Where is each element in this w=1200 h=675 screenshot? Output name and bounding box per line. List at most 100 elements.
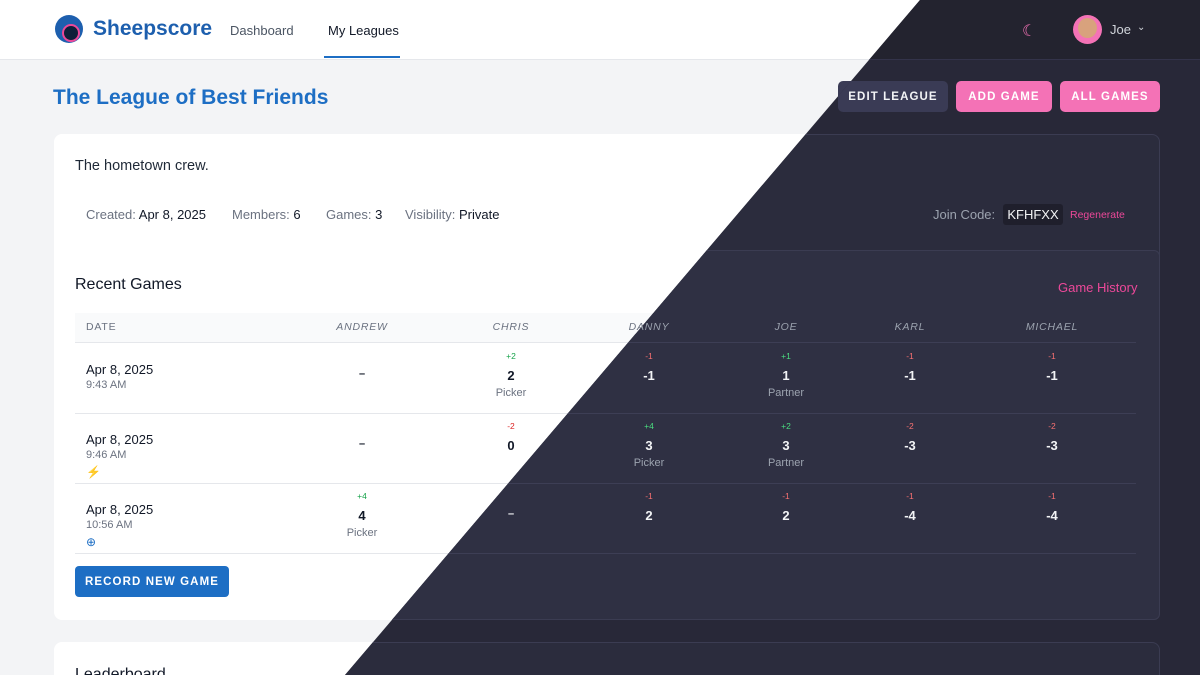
score-value: 3 bbox=[782, 438, 790, 453]
score-cell: +4 3 Picker bbox=[609, 421, 689, 469]
leaderboard-card bbox=[345, 642, 1160, 675]
meta-members: Members: 6 bbox=[232, 207, 301, 222]
score-value: -4 bbox=[1046, 508, 1058, 523]
score-delta: -1 bbox=[906, 491, 914, 501]
game-time: 10:56 AM bbox=[86, 519, 133, 531]
user-name[interactable]: Joe bbox=[1110, 22, 1131, 37]
player-role: Picker bbox=[346, 527, 378, 539]
score-value: – bbox=[358, 438, 366, 450]
score-value: 4 bbox=[358, 508, 366, 523]
score-value: 3 bbox=[645, 438, 653, 453]
score-cell: +2 2 Picker bbox=[471, 351, 551, 399]
game-history-link[interactable]: Game History bbox=[1058, 280, 1138, 295]
game-date: Apr 8, 2025 bbox=[86, 432, 154, 447]
score-delta: -1 bbox=[1048, 491, 1056, 501]
moon-icon[interactable]: ☾ bbox=[1022, 23, 1037, 40]
join-code-label: Join Code: bbox=[933, 207, 996, 222]
column-header-player: Michael bbox=[1025, 321, 1079, 333]
score-delta: +2 bbox=[781, 421, 791, 431]
table-header bbox=[345, 313, 1136, 343]
brand-name[interactable]: Sheepscore bbox=[93, 17, 213, 40]
score-value: -1 bbox=[904, 368, 916, 383]
game-date-cell: Apr 8, 2025 9:46 AM ⚡ bbox=[86, 432, 153, 479]
download-circle-icon: ⊕ bbox=[86, 535, 97, 549]
score-value: – bbox=[358, 368, 366, 380]
page-title: The League of Best Friends bbox=[53, 86, 329, 109]
game-date-cell: Apr 8, 2025 10:56 AM ⊕ bbox=[86, 502, 153, 549]
meta-visibility: Visibility: Private bbox=[405, 207, 500, 222]
leaderboard-title: Leaderboard bbox=[75, 666, 166, 675]
score-delta: -2 bbox=[507, 421, 515, 431]
game-time: 9:43 AM bbox=[86, 379, 127, 391]
score-delta: -1 bbox=[782, 491, 790, 501]
score-cell: – bbox=[471, 491, 551, 524]
score-value: -1 bbox=[643, 368, 655, 383]
game-time: 9:46 AM bbox=[86, 449, 127, 461]
recent-games-title: Recent Games bbox=[75, 276, 182, 293]
game-date-cell: Apr 8, 2025 9:43 AM bbox=[86, 362, 153, 391]
score-cell: -2 -3 bbox=[1012, 421, 1092, 457]
column-header-player: Karl bbox=[894, 321, 926, 333]
sheep-logo-icon[interactable] bbox=[55, 15, 83, 43]
score-delta bbox=[322, 351, 402, 364]
score-value: -4 bbox=[904, 508, 916, 523]
all-games-button[interactable]: All Games bbox=[1060, 81, 1160, 112]
game-date: Apr 8, 2025 bbox=[86, 502, 154, 517]
score-cell: +1 1 Partner bbox=[746, 351, 826, 399]
chevron-down-icon[interactable]: ⌄ bbox=[1137, 22, 1146, 33]
score-cell: +4 4 Picker bbox=[322, 491, 402, 539]
meta-games: Games: 3 bbox=[326, 207, 383, 222]
score-cell: -1 -1 bbox=[1012, 351, 1092, 387]
score-value: – bbox=[507, 508, 515, 520]
score-delta bbox=[322, 421, 402, 434]
score-cell: -1 -1 bbox=[609, 351, 689, 387]
table-row[interactable] bbox=[345, 413, 1136, 484]
score-cell: -2 -3 bbox=[870, 421, 950, 457]
score-value: -3 bbox=[1046, 438, 1058, 453]
edit-league-button[interactable]: Edit League bbox=[838, 81, 948, 112]
score-delta: -1 bbox=[645, 491, 653, 501]
lightning-icon: ⚡ bbox=[86, 465, 101, 479]
avatar[interactable] bbox=[1073, 15, 1102, 44]
active-nav-indicator bbox=[324, 56, 400, 58]
player-role: Picker bbox=[633, 457, 665, 469]
score-value: 1 bbox=[782, 368, 790, 383]
score-value: -1 bbox=[1046, 368, 1058, 383]
add-game-button[interactable]: Add Game bbox=[956, 81, 1052, 112]
regenerate-link[interactable]: Regenerate bbox=[1070, 209, 1125, 221]
score-delta: -2 bbox=[906, 421, 914, 431]
score-cell: – bbox=[322, 421, 402, 454]
score-delta: +1 bbox=[781, 351, 791, 361]
column-header-player: Andrew bbox=[336, 321, 388, 333]
join-code: KFHFXX bbox=[1003, 204, 1063, 225]
player-role: Partner bbox=[767, 387, 805, 399]
nav-my-leagues[interactable]: My Leagues bbox=[328, 23, 399, 38]
column-header-date: Date bbox=[86, 321, 117, 333]
score-value: 2 bbox=[645, 508, 653, 523]
score-cell: -1 2 bbox=[609, 491, 689, 527]
column-header-player: Chris bbox=[492, 321, 530, 333]
record-new-game-button[interactable]: Record New Game bbox=[75, 566, 229, 597]
score-delta: -1 bbox=[645, 351, 653, 361]
score-value: 0 bbox=[507, 438, 515, 453]
player-role: Partner bbox=[767, 457, 805, 469]
table-row[interactable] bbox=[345, 343, 1136, 414]
score-delta: -1 bbox=[1048, 351, 1056, 361]
column-header-player: Joe bbox=[774, 321, 798, 333]
score-delta: +4 bbox=[357, 491, 367, 501]
score-cell: – bbox=[322, 351, 402, 384]
score-value: -3 bbox=[904, 438, 916, 453]
score-cell: -1 -4 bbox=[1012, 491, 1092, 527]
score-cell: -2 0 bbox=[471, 421, 551, 457]
player-role: Picker bbox=[495, 387, 527, 399]
nav-dashboard[interactable]: Dashboard bbox=[230, 23, 294, 38]
score-cell: -1 -4 bbox=[870, 491, 950, 527]
game-date: Apr 8, 2025 bbox=[86, 362, 154, 377]
score-delta: -1 bbox=[906, 351, 914, 361]
score-delta: +4 bbox=[644, 421, 654, 431]
meta-created: Created: Apr 8, 2025 bbox=[86, 207, 206, 222]
score-delta: -2 bbox=[1048, 421, 1056, 431]
league-description: The hometown crew. bbox=[75, 158, 209, 174]
table-row[interactable] bbox=[345, 483, 1136, 554]
score-value: 2 bbox=[782, 508, 790, 523]
